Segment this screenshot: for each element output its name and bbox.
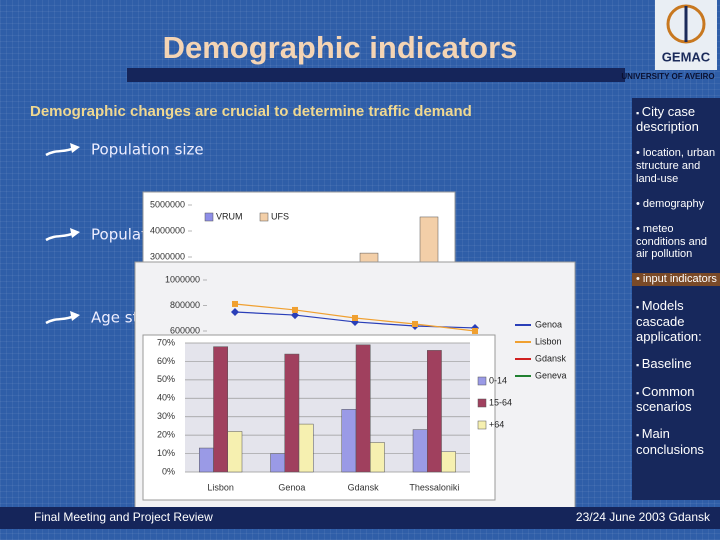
arrow — [45, 146, 75, 157]
bar — [213, 346, 228, 473]
bar — [298, 423, 314, 473]
y-tick-label: 800000 — [170, 300, 200, 310]
y-tick-label: 5000000 — [150, 199, 185, 209]
legend-label: 15-64 — [489, 397, 512, 407]
legend-label: Genoa — [535, 319, 562, 329]
marker — [232, 300, 238, 307]
y-tick-label: 4000000 — [150, 225, 185, 235]
legend-swatch — [259, 212, 269, 222]
bar — [199, 447, 214, 473]
arrow — [45, 314, 75, 325]
sidebar-item: City case description — [632, 104, 720, 135]
y-tick-label: 3000000 — [150, 251, 185, 261]
y-tick-label: 600000 — [170, 325, 200, 335]
legend-label: Lisbon — [535, 336, 562, 346]
arrow — [45, 231, 75, 242]
legend-label: VRUM — [216, 211, 243, 221]
y-tick-label: 60% — [157, 356, 175, 366]
legend-swatch — [477, 376, 487, 386]
arrow-head — [70, 311, 80, 321]
sidebar-item: location, urban structure and land-use — [632, 147, 720, 186]
legend-swatch — [477, 420, 487, 430]
chart: 0% 10% 20% 30% 40% 50% 60% 70% Lisbon Genoa Gdansk… — [142, 334, 512, 501]
title-bar — [127, 68, 625, 82]
y-tick-label: 30% — [157, 411, 175, 421]
arrow-head — [70, 143, 80, 153]
bar — [370, 442, 385, 473]
y-tick-label: 10% — [157, 448, 175, 458]
title: Demographic indicators — [163, 30, 518, 65]
y-tick-label: 20% — [157, 430, 175, 440]
footer-right: 23/24 June 2003 Gdansk — [576, 510, 711, 524]
legend-label: Gdansk — [535, 353, 567, 363]
y-tick-label: 50% — [157, 374, 175, 384]
y-tick-label: 70% — [157, 337, 175, 347]
footer-bar — [0, 507, 720, 529]
bar — [341, 409, 357, 473]
marker — [352, 314, 358, 321]
bar — [270, 453, 285, 473]
y-tick-label: 1000000 — [165, 274, 200, 284]
sidebar-item: Common scenarios — [632, 384, 720, 415]
y-tick-label: 40% — [157, 393, 175, 403]
bar — [227, 431, 243, 473]
legend-label: UFS — [271, 211, 289, 221]
bar — [412, 429, 428, 473]
subtitle: Demographic changes are crucial to deter… — [30, 103, 472, 120]
x-tick-label: Gdansk — [348, 482, 380, 492]
marker — [472, 328, 478, 334]
marker — [292, 306, 298, 313]
sidebar-item: demography — [632, 198, 720, 211]
x-tick-label: Genoa — [278, 482, 305, 492]
bar — [427, 350, 442, 473]
legend-label: Geneva — [535, 370, 567, 380]
bar — [355, 344, 371, 473]
charts: 3000000 4000000 5000000 VRUM UFS 600000 800000… — [134, 191, 576, 513]
sidebar-item: meteo conditions and air pollution — [632, 223, 720, 262]
legend-swatch — [477, 398, 487, 408]
y-tick-label: 0% — [162, 466, 175, 476]
bar — [441, 451, 456, 473]
sidebar: City case description location, urban str… — [632, 98, 720, 500]
sidebar-item: input indicators — [632, 273, 720, 287]
marker — [412, 320, 418, 327]
sidebar-item: Baseline — [632, 356, 720, 371]
marker — [291, 311, 299, 320]
x-tick-label: Lisbon — [207, 482, 234, 492]
legend-label: 0-14 — [489, 375, 507, 385]
logo-text: GEMAC — [662, 49, 711, 64]
institution: UNIVERSITY OF AVEIRO — [621, 72, 714, 81]
legend-swatch — [204, 212, 214, 222]
legend-label: +64 — [489, 419, 504, 429]
sidebar-item: Models cascade application: — [632, 298, 720, 344]
bullet-text: Population size — [91, 141, 204, 159]
x-tick-label: Thessaloniki — [409, 482, 459, 492]
footer-left: Final Meeting and Project Review — [34, 510, 213, 524]
bar — [284, 353, 300, 473]
marker — [231, 308, 239, 317]
sidebar-item: Main conclusions — [632, 426, 720, 457]
arrow-head — [70, 228, 80, 238]
